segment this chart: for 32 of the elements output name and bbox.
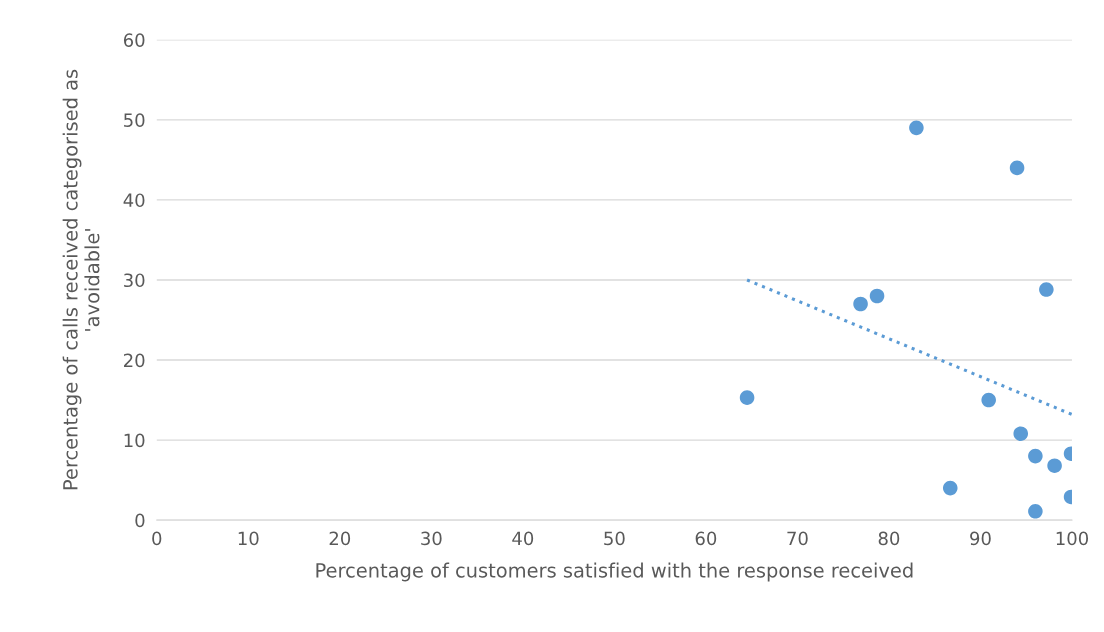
point <box>1047 458 1062 473</box>
x-tick-label: 30 <box>421 531 442 546</box>
x-tick-label: 60 <box>695 531 717 546</box>
point <box>739 390 755 405</box>
x-tick-label: 80 <box>878 531 900 546</box>
point <box>909 120 924 136</box>
point <box>1028 504 1043 519</box>
point <box>1039 282 1054 297</box>
x-tick-label: 40 <box>512 531 534 546</box>
y-tick-label: 0 <box>135 513 145 528</box>
y-tick-label: 10 <box>124 433 145 448</box>
x-tick-label: 50 <box>604 531 625 546</box>
y-axis-title: Percentage of calls received categorised as 'avoidable' <box>62 69 100 490</box>
point <box>981 392 996 408</box>
y-tick-label: 50 <box>124 113 145 127</box>
x-tick-label: 20 <box>329 531 351 546</box>
point <box>853 296 868 312</box>
y-tick-label: 60 <box>123 33 145 47</box>
x-tick-label: 0 <box>152 531 162 546</box>
y-tick-label: 40 <box>123 193 145 208</box>
point <box>942 480 958 496</box>
point <box>869 288 885 304</box>
y-tick-label: 20 <box>124 353 145 368</box>
x-tick-label: 90 <box>970 531 991 546</box>
x-tick-label: 70 <box>787 531 808 546</box>
x-tick-label: 10 <box>238 531 259 546</box>
point <box>1013 426 1029 441</box>
y-tick-label: 30 <box>124 273 145 288</box>
point <box>1009 160 1025 176</box>
point <box>1028 448 1043 464</box>
x-axis-title: Percentage of customers satisfied with the response received <box>316 562 913 582</box>
x-tick-label: 100 <box>1056 531 1089 546</box>
